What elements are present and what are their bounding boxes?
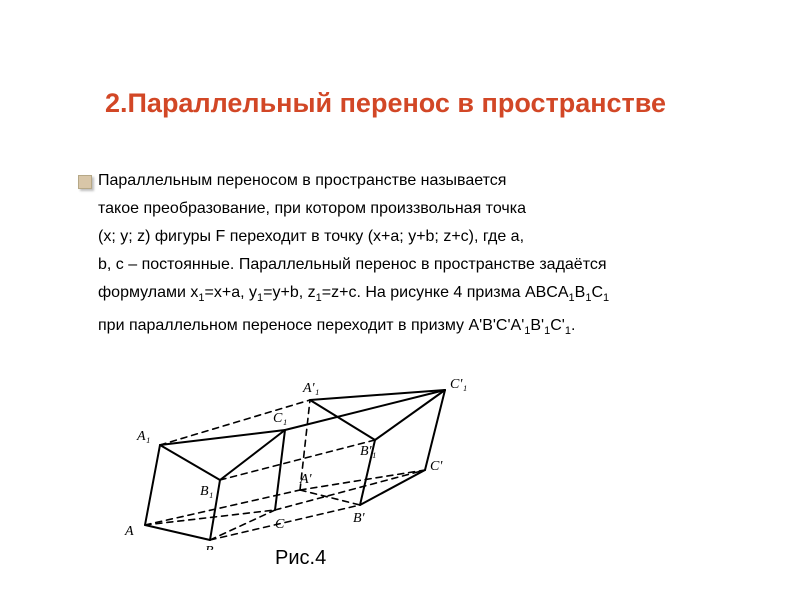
body-line-1: Параллельным переносом в пространстве на… [98, 168, 780, 194]
bullet-square-icon [78, 175, 92, 189]
svg-text:A₁: A₁ [136, 429, 150, 444]
svg-text:A: A [124, 524, 134, 539]
body-line-2: такое преобразование, при котором произз… [98, 196, 780, 222]
slide: 2.Параллельный перенос в пространстве Па… [0, 0, 800, 600]
slide-title: 2.Параллельный перенос в пространстве [105, 88, 800, 119]
svg-text:C₁: C₁ [273, 411, 287, 426]
svg-text:B₁: B₁ [200, 484, 213, 499]
svg-text:C': C' [430, 459, 443, 474]
svg-text:B': B' [353, 511, 366, 526]
body-line-4: b, c – постоянные. Параллельный перенос … [98, 252, 780, 278]
svg-text:A'₁: A'₁ [302, 381, 319, 396]
prism-figure: A B C A₁ B₁ C₁ A' B' C' A'₁ B'₁ C'₁ [105, 350, 505, 550]
svg-text:C: C [275, 517, 285, 532]
body-line-3: (x; y; z) фигуры F переходит в точку (x+… [98, 224, 780, 250]
svg-text:B'₁: B'₁ [360, 444, 376, 459]
svg-text:B: B [205, 544, 214, 550]
body-line-6: при параллельном переносе переходит в пр… [98, 313, 780, 344]
body-text: Параллельным переносом в пространстве на… [98, 168, 780, 346]
figure-caption: Рис.4 [275, 547, 326, 570]
svg-text:A': A' [299, 472, 313, 487]
body-line-5: формулами x1=x+a, y1=y+b, z1=z+c. На рис… [98, 280, 780, 311]
figure-wrap: A B C A₁ B₁ C₁ A' B' C' A'₁ B'₁ C'₁ Рис.4 [105, 350, 525, 570]
svg-text:C'₁: C'₁ [450, 377, 467, 392]
